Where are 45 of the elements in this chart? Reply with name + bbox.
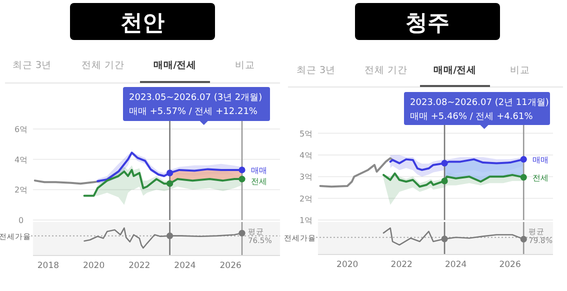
point: [238, 166, 246, 174]
text: 매매 +5.57% / 전세 +12.21%: [129, 107, 258, 117]
y-tick-label: 1억: [299, 216, 313, 225]
chart-title: 청주: [406, 11, 450, 36]
x-tick-label: 2022: [390, 260, 412, 270]
point: [441, 160, 448, 167]
y-tick-label: 6억: [14, 125, 28, 134]
y-tick-label: 2억: [14, 186, 28, 195]
y-tick-label: 3억: [299, 172, 313, 182]
series-label: 매매: [251, 166, 267, 175]
series-label: 매매: [532, 155, 549, 164]
text: 매매/전세: [153, 60, 197, 71]
x-tick-label: 2020: [336, 260, 358, 270]
line-series: [319, 157, 394, 188]
series-label: 전세: [251, 176, 267, 186]
point: [166, 170, 174, 176]
text: 비교: [235, 60, 255, 71]
y-tick-label: 2억: [299, 194, 313, 204]
text: 최근 3년: [12, 60, 52, 71]
text: 전체 기간: [81, 60, 125, 71]
y-tick-label: 4억: [14, 155, 28, 164]
text: 최근 3년: [296, 65, 336, 76]
x-tick-label: 2026: [499, 260, 521, 270]
point: [520, 174, 527, 181]
text: 전체 기간: [364, 65, 408, 76]
text: 비교: [510, 65, 530, 76]
text: 매매/전세: [433, 65, 477, 76]
text: 2023.08~2026.07 (2년 11개월): [410, 98, 549, 108]
x-tick-label: 2020: [82, 261, 105, 271]
text: 매매 +5.46% / 전세 +4.61%: [410, 112, 534, 122]
y-tick-label: 0: [18, 216, 24, 225]
x-tick-label: 2024: [174, 261, 196, 271]
y-tick-label: 5억: [299, 129, 313, 138]
text: 2023.05~2026.07 (3년 2개월): [129, 93, 262, 103]
y-tick-label: 4억: [299, 150, 313, 160]
point: [441, 178, 448, 184]
x-tick-label: 2018: [37, 261, 60, 271]
point: [520, 156, 527, 163]
x-tick-label: 2022: [128, 261, 150, 271]
x-tick-label: 2026: [220, 261, 242, 271]
series-label: 전세: [532, 173, 549, 182]
chart-title: 천안: [120, 11, 164, 36]
point: [238, 176, 246, 182]
x-tick-label: 2024: [445, 260, 467, 270]
point: [166, 180, 174, 187]
